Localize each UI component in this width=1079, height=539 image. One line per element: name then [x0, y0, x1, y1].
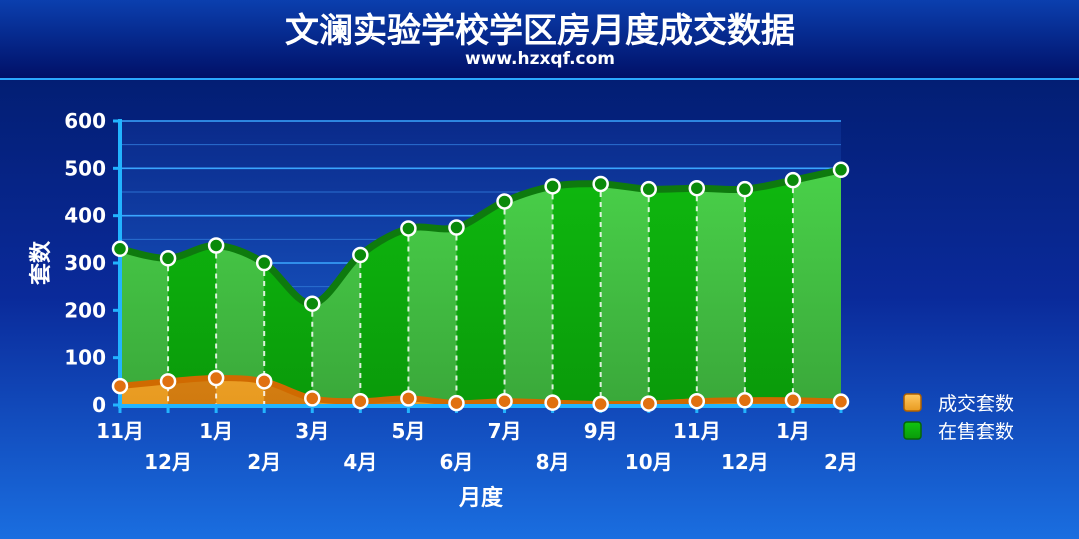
area-band: [744, 169, 794, 405]
y-axis-ticks: 0 100 200 300 400 500 600: [64, 109, 120, 417]
data-markers: [111, 161, 850, 413]
deals-point: [448, 394, 465, 412]
area-band: [696, 169, 746, 405]
deals-point: [496, 392, 513, 410]
on-sale-point: [400, 220, 417, 237]
on-sale-point: [832, 161, 850, 179]
y-tick-label: 300: [64, 251, 106, 275]
x-tick-label: 6月: [440, 450, 474, 474]
deals-point: [688, 392, 706, 410]
deals-point: [832, 393, 850, 410]
deals-point: [304, 390, 321, 407]
x-tick-label: 7月: [488, 419, 522, 443]
y-tick-label: 600: [64, 109, 106, 133]
x-tick-label: 5月: [391, 419, 425, 443]
series-on-sale-area: [120, 169, 841, 405]
on-sale-point: [688, 179, 706, 197]
y-tick-label: 400: [64, 204, 106, 228]
x-tick-label: 4月: [343, 450, 377, 474]
x-tick-label: 9月: [584, 419, 618, 443]
on-sale-point: [592, 175, 609, 193]
area-band: [600, 169, 650, 405]
area-band: [504, 169, 554, 405]
legend: 成交套数 在售套数: [903, 393, 1014, 443]
deals-point: [207, 369, 225, 387]
deals-point: [159, 373, 177, 390]
y-axis-title: 套数: [28, 240, 54, 285]
y-tick-label: 500: [64, 156, 106, 180]
on-sale-point: [111, 240, 129, 258]
x-tick-label: 11月: [96, 419, 144, 443]
on-sale-point: [784, 171, 802, 189]
header-band: [0, 0, 1079, 80]
deals-point: [255, 373, 273, 390]
x-axis-title: 月度: [458, 485, 504, 511]
x-tick-label: 1月: [776, 419, 810, 443]
deals-point: [400, 390, 417, 407]
chart-title: 文澜实验学校学区房月度成交数据: [285, 11, 795, 51]
legend-swatch-deals: [903, 393, 922, 412]
on-sale-point: [544, 178, 561, 195]
deals-point: [736, 392, 754, 409]
legend-swatch-on-sale: [903, 421, 922, 440]
deals-point: [544, 394, 561, 411]
area-band: [792, 169, 841, 405]
on-sale-point: [352, 246, 369, 264]
x-tick-label: 8月: [536, 450, 570, 474]
x-tick-label: 10月: [625, 450, 673, 474]
deals-point: [784, 392, 802, 409]
on-sale-point: [207, 237, 225, 254]
x-tick-label: 12月: [144, 450, 192, 474]
chart-subtitle: www.hzxqf.com: [465, 49, 615, 69]
y-tick-label: 100: [64, 346, 106, 370]
y-tick-label: 200: [64, 298, 106, 322]
on-sale-point: [255, 254, 273, 272]
x-tick-label: 11月: [673, 419, 721, 443]
on-sale-point: [448, 219, 465, 236]
deals-point: [111, 377, 129, 395]
series-deals-line: [119, 375, 842, 408]
deals-point: [592, 395, 609, 413]
deals-point: [352, 392, 369, 410]
deals-point: [640, 395, 657, 412]
x-tick-label: 2月: [824, 450, 858, 474]
x-tick-label: 3月: [295, 419, 329, 443]
x-tick-label: 12月: [721, 450, 769, 474]
on-sale-point: [736, 180, 754, 198]
on-sale-point: [304, 295, 321, 312]
y-tick-label: 0: [92, 393, 106, 417]
legend-label-deals: 成交套数: [938, 393, 1014, 415]
on-sale-point: [159, 250, 177, 267]
on-sale-point: [640, 180, 657, 198]
x-tick-label: 1月: [199, 419, 233, 443]
on-sale-point: [496, 193, 513, 210]
area-band: [552, 169, 602, 405]
x-tick-label: 2月: [247, 450, 281, 474]
legend-label-on-sale: 在售套数: [938, 421, 1014, 443]
area-band: [648, 169, 698, 405]
series-on-sale-line: [119, 166, 842, 308]
